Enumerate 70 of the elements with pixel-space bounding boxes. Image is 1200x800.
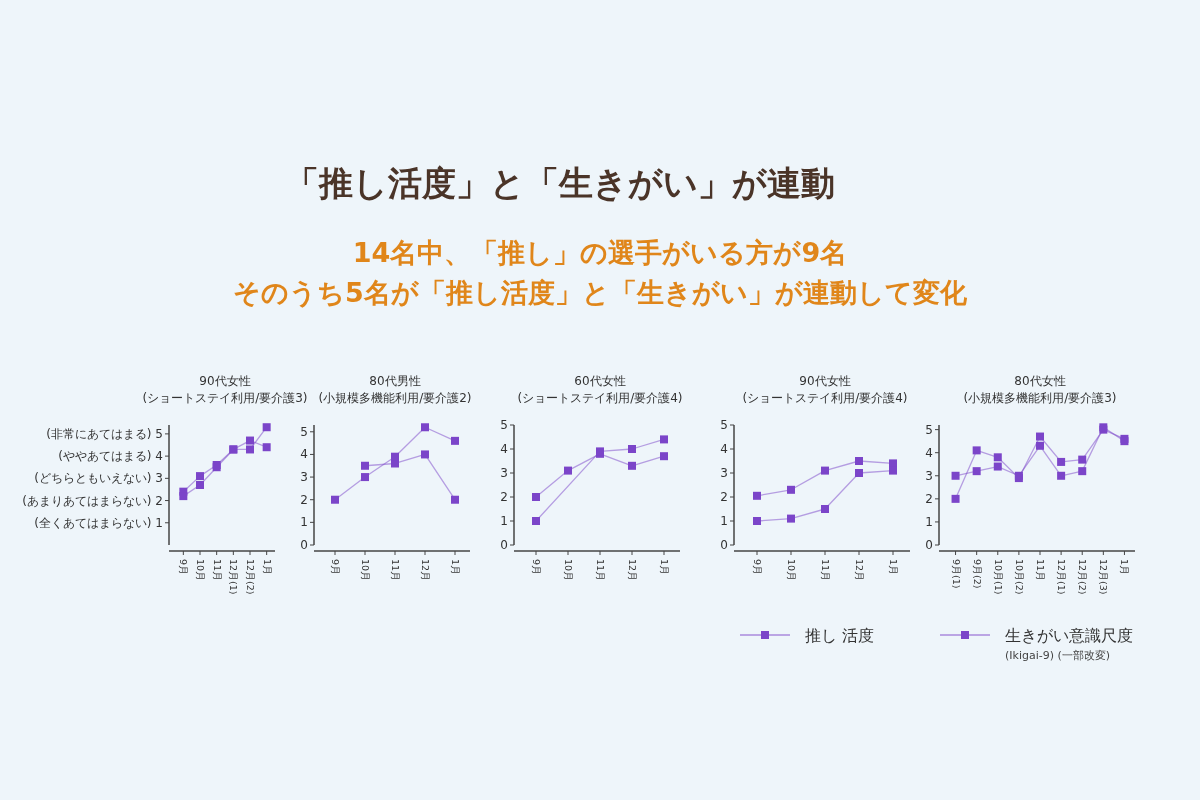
x-tick-label: 12月(2) — [245, 559, 256, 595]
x-tick-label: 11月 — [211, 559, 223, 582]
text: 「推し活度」と「生きがい」が連動 — [285, 163, 835, 203]
x-tick-label: 1月 — [450, 559, 461, 576]
x-tick-label: 10月 — [563, 559, 574, 582]
x-tick-label: 11月 — [1035, 559, 1046, 582]
y-tick-label: 2 — [925, 491, 933, 506]
x-tick-label: 12月(1) — [228, 559, 240, 595]
text: (Ikigai-9) (一部改変) — [1005, 649, 1111, 662]
y-tick-label: 4 — [500, 442, 508, 456]
x-tick-label: 9月 — [178, 559, 190, 576]
x-tick-label: 9月(1) — [950, 559, 962, 589]
x-tick-label: 12月 — [854, 559, 865, 582]
x-tick-label: 10月(2) — [1013, 559, 1025, 595]
x-tick-label: 12月 — [627, 559, 638, 582]
y-tick-label: 0 — [500, 538, 508, 552]
chart-title: 80代女性 (小規模多機能利用/要介護3) — [963, 374, 1117, 405]
legend-label: 推し 活度 — [805, 626, 875, 645]
chart-title: 60代女性 (ショートステイ利用/要介護4) — [517, 374, 683, 405]
x-tick-label: 10月 — [360, 559, 371, 582]
legend-label: 生きがい意識尺度 — [1005, 626, 1133, 645]
y-tick-label: 4 — [925, 445, 933, 460]
x-tick-label: 1月 — [261, 559, 273, 576]
y-tick-label: (非常にあてはまる) 5 — [46, 426, 163, 441]
y-tick-label: 5 — [925, 422, 933, 437]
y-tick-label: 3 — [720, 466, 728, 480]
x-tick-label: 12月(3) — [1098, 559, 1110, 595]
y-tick-label: 1 — [500, 514, 508, 528]
x-tick-label: 11月 — [820, 559, 831, 582]
text: 14名中、「推し」の選手がいる方が9名 — [352, 237, 848, 268]
y-tick-label: (どちらともいえない) 3 — [34, 471, 163, 486]
y-tick-label: 0 — [300, 538, 308, 552]
x-tick-label: 9月(2) — [971, 559, 983, 589]
x-tick-label: 12月(2) — [1077, 559, 1089, 595]
y-tick-label: (あまりあてはまらない) 2 — [22, 493, 163, 508]
y-tick-label: 0 — [720, 538, 728, 552]
y-tick-label: 2 — [720, 490, 728, 504]
x-tick-label: 1月 — [1119, 559, 1131, 576]
x-tick-label: 9月 — [330, 559, 341, 576]
text: そのうち5名が「推し活度」と「生きがい」が連動して変化 — [233, 277, 968, 308]
chart-title: 90代女性 (ショートステイ利用/要介護4) — [742, 374, 908, 405]
chart-title: 80代男性 (小規模多機能利用/要介護2) — [318, 374, 472, 405]
x-tick-label: 10月 — [195, 559, 206, 582]
y-tick-label: 1 — [720, 514, 728, 528]
y-tick-label: 4 — [720, 442, 728, 456]
y-tick-label: 1 — [300, 515, 308, 530]
y-tick-label: 2 — [500, 490, 508, 504]
y-tick-label: 2 — [300, 492, 308, 507]
x-tick-label: 10月 — [786, 559, 797, 582]
x-tick-label: 1月 — [659, 559, 670, 576]
x-tick-label: 11月 — [390, 559, 401, 582]
x-tick-label: 9月 — [752, 559, 763, 576]
y-tick-label: 5 — [720, 418, 728, 432]
y-tick-label: (ややあてはまる) 4 — [58, 449, 163, 464]
x-tick-label: 12月 — [420, 559, 431, 582]
y-tick-label: 3 — [925, 468, 933, 483]
y-tick-label: 4 — [300, 447, 308, 462]
x-tick-label: 9月 — [531, 559, 542, 576]
y-tick-label: (全くあてはまらない) 1 — [34, 515, 163, 530]
x-tick-label: 10月(1) — [992, 559, 1004, 595]
x-tick-label: 12月(1) — [1056, 559, 1068, 595]
chart-title: 90代女性 (ショートステイ利用/要介護3) — [142, 374, 308, 405]
y-tick-label: 0 — [925, 538, 933, 552]
y-tick-label: 3 — [500, 466, 508, 480]
y-tick-label: 1 — [925, 514, 933, 529]
x-tick-label: 11月 — [595, 559, 606, 582]
x-tick-label: 1月 — [888, 559, 899, 576]
y-tick-label: 5 — [500, 418, 508, 432]
y-tick-label: 5 — [300, 424, 308, 439]
y-tick-label: 3 — [300, 470, 308, 485]
